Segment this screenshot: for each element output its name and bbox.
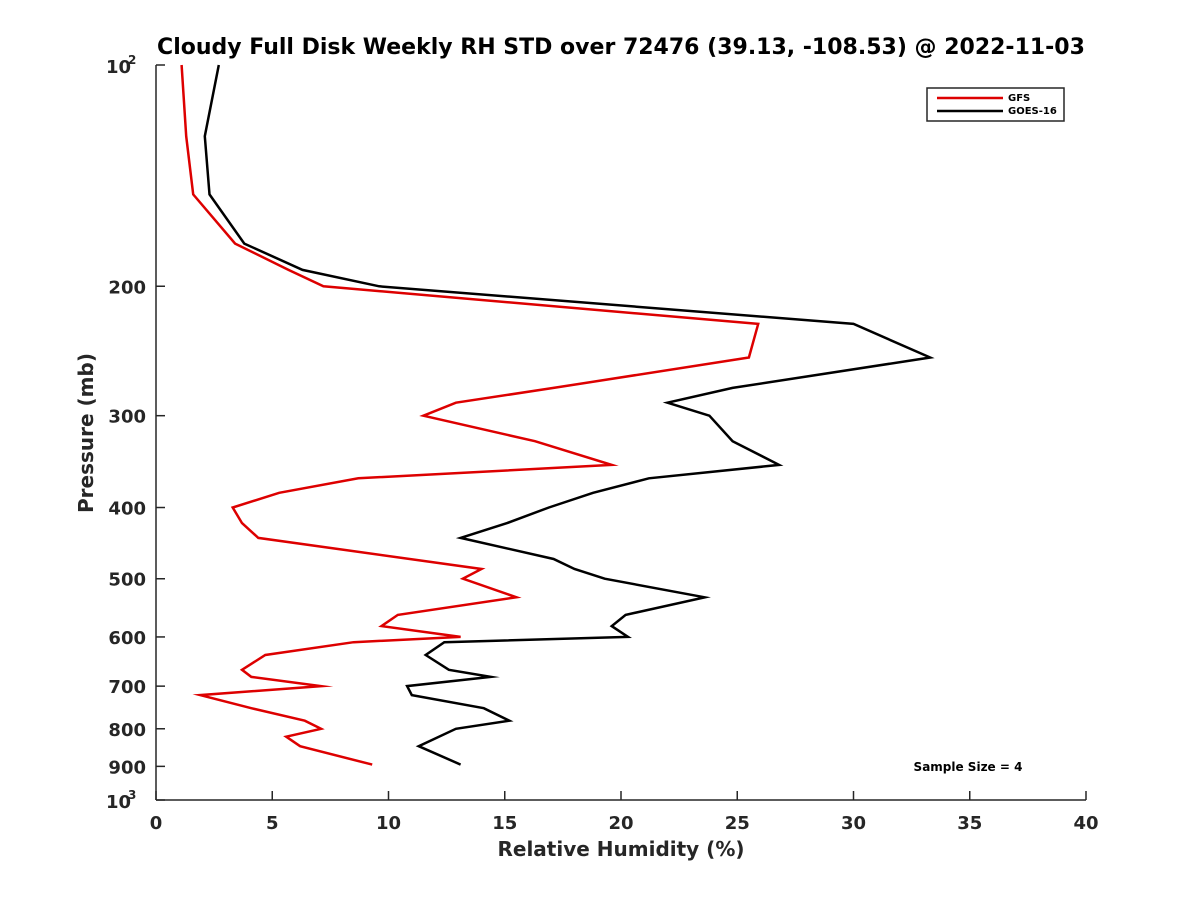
x-tick-label: 5 <box>266 813 279 834</box>
x-axis-label: Relative Humidity (%) <box>497 837 744 861</box>
y-tick-label: 600 <box>108 628 146 649</box>
y-tick-label: 300 <box>108 407 146 428</box>
y-tick-label: 500 <box>108 570 146 591</box>
y-tick-label: 900 <box>108 757 146 778</box>
y-tick-label-base: 10 <box>106 57 131 78</box>
y-tick-label: 200 <box>108 277 146 298</box>
y-axis-label: Pressure (mb) <box>74 353 98 513</box>
x-tick-label: 30 <box>841 813 866 834</box>
y-tick-label-base: 10 <box>106 792 131 813</box>
x-axis-ticks: 0 5 10 15 20 25 30 35 40 <box>150 791 1099 834</box>
y-tick-label: 400 <box>108 499 146 520</box>
series-layer <box>180 64 935 766</box>
x-tick-label: 20 <box>608 813 633 834</box>
y-tick-label-power: 103 <box>106 788 136 813</box>
legend: GFS GOES-16 <box>926 87 1065 122</box>
x-tick-label: 10 <box>376 813 401 834</box>
x-tick-label: 0 <box>150 813 163 834</box>
chart-title: Cloudy Full Disk Weekly RH STD over 7247… <box>157 35 1085 60</box>
plot-area: 0 5 10 15 20 25 30 35 40 10220030040050060070080… <box>106 53 1099 834</box>
y-tick-label-exponent: 2 <box>128 53 136 67</box>
x-tick-label: 40 <box>1073 813 1098 834</box>
x-tick-label: 35 <box>957 813 982 834</box>
y-tick-label: 700 <box>108 677 146 698</box>
legend-label-gfs: GFS <box>1008 93 1030 104</box>
y-tick-label: 800 <box>108 720 146 741</box>
legend-label-goes16: GOES-16 <box>1008 106 1057 117</box>
x-tick-label: 25 <box>725 813 750 834</box>
y-tick-label-exponent: 3 <box>128 788 136 802</box>
series-line-goes16 <box>203 64 935 766</box>
x-tick-label: 15 <box>492 813 517 834</box>
sample-size-annotation: Sample Size = 4 <box>914 760 1023 774</box>
series-line-gfs <box>180 64 760 766</box>
legend-box <box>926 87 1065 122</box>
y-tick-label-power: 102 <box>106 53 136 78</box>
